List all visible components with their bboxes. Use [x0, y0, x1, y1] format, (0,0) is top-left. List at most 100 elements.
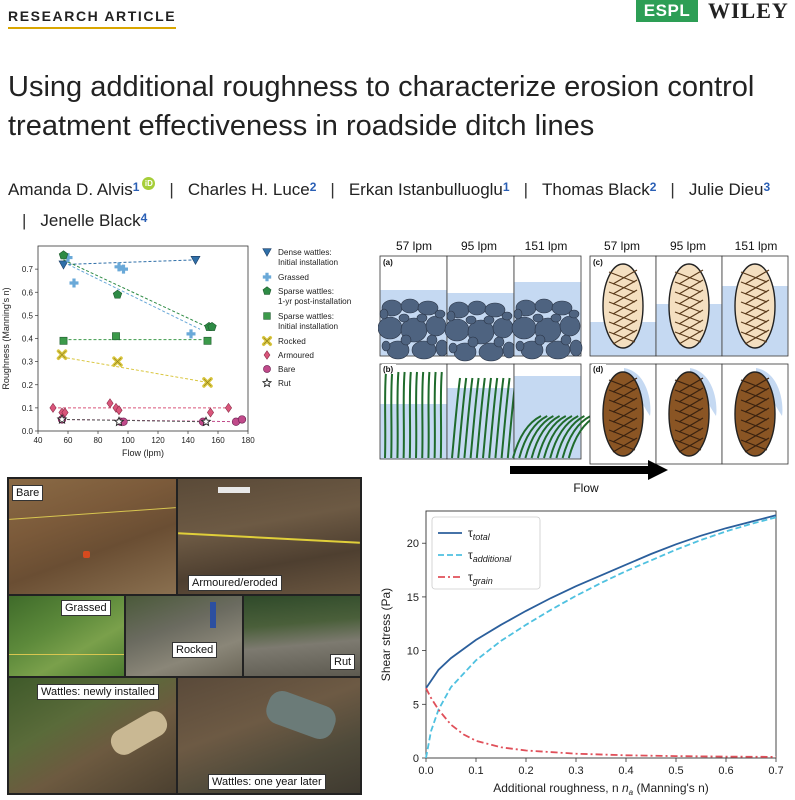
photo-rocked[interactable]: Rocked: [126, 596, 242, 676]
flow-rate-label: 95 lpm: [461, 239, 497, 253]
series-line: [425, 687, 777, 758]
legend-label: Sparse wattles:: [278, 287, 334, 296]
orcid-icon[interactable]: iD: [142, 177, 156, 190]
flow-label: Flow: [573, 481, 599, 495]
publisher-logo[interactable]: WILEY: [708, 0, 789, 23]
photo-wattles-new[interactable]: Wattles: newly installed: [9, 678, 176, 793]
author-affiliation[interactable]: 2: [649, 180, 657, 194]
y-tick-label: 0.1: [22, 404, 34, 413]
series-line: [425, 514, 777, 689]
y-tick-label: 20: [407, 538, 419, 550]
data-point: [119, 264, 128, 274]
roughness-scatter-chart: 40 60 80 100 120 140 160 180 0.0 0.1 0.2 0.3 0.4 0.5 0…: [1, 245, 352, 458]
x-tick-label: 180: [241, 436, 255, 445]
x-axis-label: Additional roughness, n na (Manning's n): [493, 781, 709, 797]
treatment-photo-grid: Bare Armoured/eroded Grassed Rocked Rut …: [7, 477, 362, 795]
y-tick-label: 0.6: [22, 288, 34, 297]
legend-box: [431, 516, 541, 590]
x-tick-label: 40: [34, 436, 43, 445]
data-point: [58, 260, 69, 270]
author-name[interactable]: Julie Dieu: [688, 180, 764, 199]
flow-rate-label: 57 lpm: [396, 239, 432, 253]
flow-rate-label: 95 lpm: [670, 239, 706, 253]
kicker-underline: [8, 27, 176, 29]
flow-rate-label: 57 lpm: [604, 239, 640, 253]
data-point: [112, 332, 120, 341]
x-tick-label: 120: [151, 436, 165, 445]
flow-rate-label: 151 lpm: [735, 239, 778, 253]
x-tick-label: 0.1: [468, 765, 483, 777]
data-point: [112, 289, 123, 299]
author-affiliation[interactable]: 3: [763, 180, 771, 194]
author-separator: |: [330, 180, 335, 199]
data-point: [203, 336, 212, 345]
photo-label: Wattles: one year later: [208, 774, 326, 790]
legend-marker: [263, 365, 271, 373]
photo-label: Rocked: [172, 642, 218, 658]
photo-wattles-old[interactable]: Wattles: one year later: [178, 678, 360, 793]
legend-label: Initial installation: [278, 258, 339, 267]
legend-marker: [262, 272, 272, 282]
x-tick-label: 0.6: [718, 765, 733, 777]
legend-marker: [263, 350, 271, 360]
author-name[interactable]: Amanda D. Alvis: [8, 180, 133, 199]
photo-armoured[interactable]: Armoured/eroded: [178, 479, 360, 594]
photo-label: Grassed: [61, 600, 111, 616]
ditch-flow-schematic: 57 lpm 95 lpm 151 lpm 57 lpm 95 lpm 151 lpm (…: [378, 239, 789, 495]
legend-label: τtotal: [468, 526, 491, 542]
x-tick-label: 140: [181, 436, 195, 445]
plot-frame: [37, 245, 249, 432]
y-tick-label: 10: [407, 646, 419, 658]
legend-marker: [262, 286, 272, 295]
x-tick-label: 0.2: [518, 765, 533, 777]
y-tick-label: 0.2: [22, 381, 34, 390]
legend-marker: [262, 248, 272, 257]
legend-label: Dense wattles:: [278, 248, 332, 257]
photo-rut[interactable]: Rut: [244, 596, 360, 676]
legend-marker: [261, 377, 273, 388]
legend-label: Bare: [278, 365, 296, 374]
author-name[interactable]: Jenelle Black: [40, 211, 141, 230]
data-point: [206, 407, 215, 418]
data-point: [237, 415, 247, 424]
data-point: [58, 250, 69, 260]
photo-label: Rut: [330, 654, 356, 670]
data-point: [200, 416, 212, 427]
data-point: [59, 336, 68, 345]
author-affiliation[interactable]: 2: [309, 180, 317, 194]
y-tick-label: 0.7: [22, 265, 34, 274]
journal-logo[interactable]: ESPL: [636, 0, 698, 22]
photo-label: Wattles: newly installed: [37, 684, 159, 700]
legend-label: τgrain: [468, 570, 493, 586]
data-point: [49, 402, 57, 413]
author-separator: |: [22, 211, 27, 230]
author-affiliation[interactable]: 4: [140, 211, 148, 225]
panel-letter: (d): [593, 365, 604, 374]
photo-grassed[interactable]: Grassed: [9, 596, 124, 676]
data-point: [224, 402, 233, 413]
data-point: [207, 322, 217, 331]
author-separator: |: [670, 180, 675, 199]
author-separator: |: [523, 180, 528, 199]
author-affiliation[interactable]: 1: [132, 180, 140, 194]
trend-line: [63, 259, 196, 265]
photo-bare[interactable]: Bare: [9, 479, 176, 594]
x-tick-label: 100: [121, 436, 135, 445]
y-tick-label: 0.3: [22, 358, 34, 367]
flow-rate-label: 151 lpm: [525, 239, 568, 253]
legend-label: Rut: [278, 379, 291, 388]
x-tick-label: 0.5: [668, 765, 683, 777]
author-name[interactable]: Charles H. Luce: [187, 180, 310, 199]
y-tick-label: 0.0: [22, 427, 34, 436]
author-affiliation[interactable]: 1: [502, 180, 510, 194]
shear-stress-chart: 0.0 0.1 0.2 0.3 0.4 0.5 0.6 0.7 0 5 10 15 20 Addition…: [379, 510, 784, 797]
panel-letter: (b): [383, 365, 394, 374]
data-point: [190, 255, 201, 265]
y-tick-label: 15: [407, 592, 419, 604]
author-separator: |: [169, 180, 174, 199]
author-name[interactable]: Erkan Istanbulluoglu: [348, 180, 503, 199]
data-point: [69, 278, 79, 288]
y-tick-label: 0: [413, 753, 419, 765]
author-name[interactable]: Thomas Black: [542, 180, 650, 199]
series-line: [425, 516, 777, 759]
